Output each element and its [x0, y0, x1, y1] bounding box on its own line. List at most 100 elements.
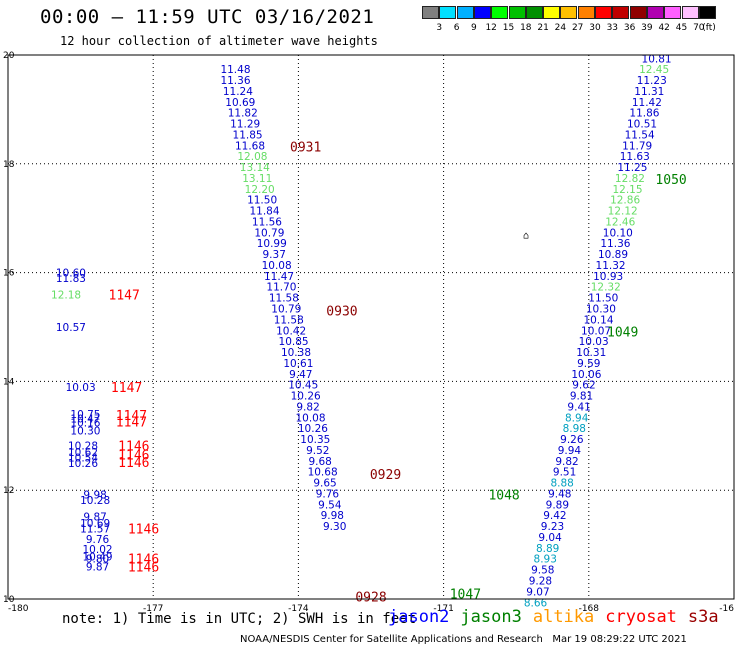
color-scale-swatch — [612, 6, 630, 19]
wave-height-point: 11.36 — [600, 238, 630, 250]
wave-height-point: 10.07 — [581, 325, 611, 337]
wave-height-point: 8.66 — [524, 597, 548, 609]
wave-height-point: 10.85 — [279, 336, 309, 348]
wave-height-point: 10.45 — [288, 380, 318, 392]
wave-height-point: 10.89 — [598, 249, 628, 261]
wave-height-point: 10.26 — [68, 458, 98, 470]
wave-height-point: 9.42 — [543, 510, 566, 522]
note-text: note: 1) Time is in UTC; 2) SWH is in fe… — [62, 611, 417, 627]
wave-height-point: 9.82 — [296, 401, 319, 413]
wave-height-point: 12.12 — [608, 206, 638, 218]
wave-height-point: 9.47 — [289, 369, 312, 381]
wave-height-point: 10.30 — [586, 304, 616, 316]
wave-height-point: 10.02 — [83, 544, 113, 556]
wave-height-point: 11.23 — [637, 75, 667, 87]
wave-height-point: 9.30 — [323, 521, 346, 533]
y-tick-label: 10 — [3, 595, 15, 605]
pass-time-label: 1147 — [116, 409, 147, 424]
color-scale-label: 21 — [537, 23, 549, 33]
color-scale-swatch — [422, 6, 439, 19]
pass-time-label: 0931 — [290, 140, 321, 155]
color-scale-swatch — [698, 6, 716, 19]
pass-time-label: 1147 — [116, 416, 147, 431]
wave-height-point: 8.89 — [536, 543, 559, 555]
wave-height-point: 8.94 — [565, 412, 589, 424]
y-tick-label: 12 — [3, 486, 14, 496]
wave-height-point: 9.76 — [86, 534, 110, 546]
wave-height-point: 10.28 — [80, 495, 110, 507]
wave-height-point: 10.57 — [56, 322, 86, 334]
color-scale-label: 33 — [606, 23, 619, 33]
wave-height-point: 11.31 — [634, 86, 664, 98]
legend-item-jason3: jason3 — [460, 607, 522, 627]
y-tick-label: 18 — [3, 160, 15, 170]
wave-height-point: 9.80 — [86, 554, 109, 566]
pass-time-label: 1050 — [655, 173, 686, 188]
pass-time-label: 0929 — [370, 468, 401, 483]
wave-height-point: 9.89 — [546, 499, 569, 511]
wave-height-point: 9.26 — [560, 434, 584, 446]
legend-item-cryosat: cryosat — [605, 607, 677, 627]
wave-height-point: 10.06 — [571, 369, 601, 381]
legend-item-altika: altika — [532, 607, 595, 627]
color-scale-label: 9 — [471, 23, 477, 33]
wave-height-point: 9.41 — [567, 401, 590, 413]
wave-height-point: 11.58 — [274, 314, 304, 326]
wave-height-point: 12.08 — [237, 151, 267, 163]
wave-height-point: 10.49 — [83, 552, 113, 564]
color-scale-unit: (ft) — [702, 23, 716, 33]
wave-height-point: 9.87 — [86, 561, 109, 573]
pass-time-label: 1147 — [109, 288, 140, 303]
wave-height-point: 9.51 — [553, 467, 576, 479]
wave-height-point: 9.54 — [318, 499, 342, 511]
wave-height-point: 9.98 — [321, 510, 344, 522]
color-scale-swatch — [525, 6, 543, 19]
wave-height-point: 11.56 — [252, 216, 282, 228]
color-scale-label: 18 — [520, 23, 532, 33]
pass-time-label: 1146 — [118, 448, 149, 463]
satellite-legend: jason2 jason3 altika cryosat s3a — [388, 607, 730, 627]
wave-height-point: 10.08 — [262, 260, 292, 272]
wave-height-point: 11.86 — [629, 108, 659, 120]
pass-time-label: 1048 — [488, 489, 519, 504]
wave-height-point: 9.07 — [526, 586, 549, 598]
wave-height-point: 9.23 — [541, 521, 564, 533]
wave-height-point: 10.51 — [627, 119, 657, 131]
color-scale-swatch — [646, 6, 664, 19]
pass-time-label: 1146 — [128, 560, 159, 575]
wave-height-point: 9.87 — [83, 511, 106, 523]
wave-height-point: 8.93 — [534, 554, 557, 566]
pass-time-label: 1047 — [450, 588, 481, 603]
wave-height-point: 9.94 — [558, 445, 582, 457]
color-scale-swatch — [595, 6, 612, 19]
wave-height-point: 10.16 — [70, 418, 100, 430]
wave-height-point: 12.20 — [245, 184, 275, 196]
wave-height-point: 9.68 — [308, 456, 331, 468]
color-scale-label: 42 — [658, 23, 670, 33]
wave-height-point: 10.31 — [576, 347, 606, 359]
footer-credit: NOAA/NESDIS Center for Satellite Applica… — [240, 634, 687, 645]
wave-height-point: 11.68 — [235, 140, 265, 152]
wave-height-point: 8.88 — [550, 478, 573, 490]
wave-height-point: 12.15 — [612, 184, 642, 196]
wave-height-point: 10.26 — [291, 391, 321, 403]
wave-height-point: 11.47 — [264, 271, 294, 283]
wave-height-point: 10.69 — [225, 97, 255, 109]
color-scale-label: 6 — [453, 23, 460, 33]
wave-height-point: 11.32 — [596, 260, 626, 272]
wave-height-point: 12.46 — [605, 216, 635, 228]
wave-height-point: 9.98 — [83, 490, 106, 502]
color-scale-label: 39 — [641, 23, 653, 33]
wave-height-point: 8.98 — [563, 423, 586, 435]
wave-height-point: 10.99 — [257, 238, 287, 250]
wave-height-point: 10.03 — [66, 382, 96, 394]
x-tick-label: -177 — [143, 604, 163, 614]
y-tick-label: 14 — [3, 377, 15, 387]
wave-height-point: 11.70 — [266, 282, 296, 294]
wave-height-point: 12.45 — [639, 64, 669, 76]
pass-time-label: 1146 — [128, 522, 159, 537]
pass-time-label: 1146 — [128, 553, 159, 568]
wave-height-point: 9.52 — [306, 445, 329, 457]
legend-item-jason2: jason2 — [388, 607, 450, 627]
wave-height-point: 11.50 — [588, 293, 618, 305]
